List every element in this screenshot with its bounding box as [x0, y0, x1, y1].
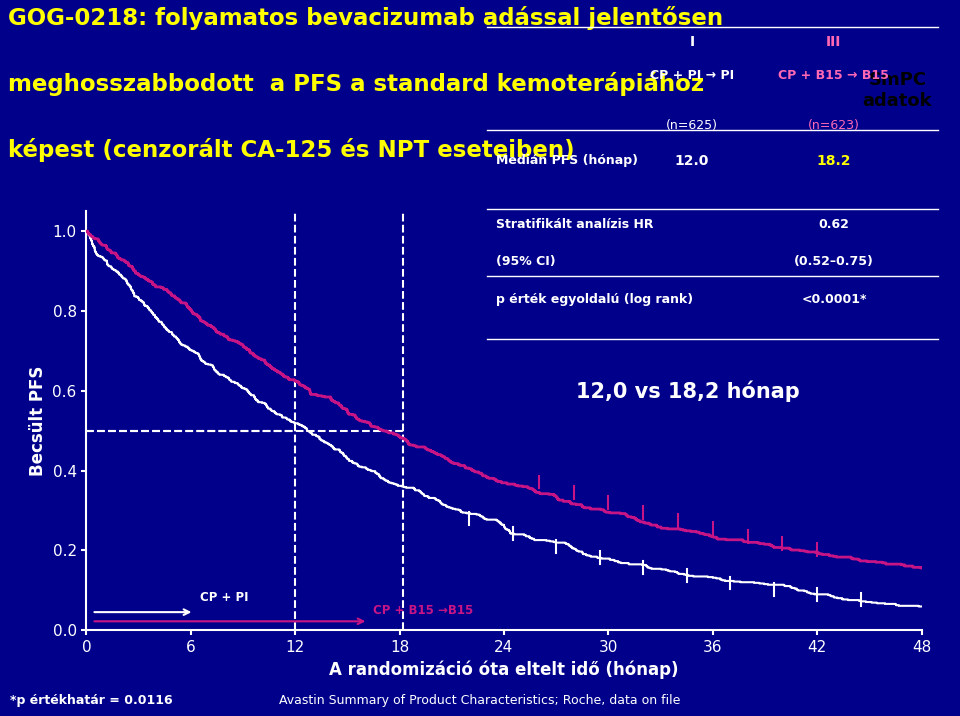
Text: 12.0: 12.0	[675, 154, 709, 168]
Text: 12,0 vs 18,2 hónap: 12,0 vs 18,2 hónap	[576, 381, 800, 402]
Text: SmPC
adatok: SmPC adatok	[862, 71, 932, 110]
Text: III: III	[827, 35, 842, 49]
Y-axis label: Becsült PFS: Becsült PFS	[29, 365, 47, 476]
Text: (95% CI): (95% CI)	[495, 255, 555, 268]
Text: *p értékhatár = 0.0116: *p értékhatár = 0.0116	[10, 695, 172, 707]
Text: (n=623): (n=623)	[808, 119, 860, 132]
Text: p érték egyoldalú (log rank): p érték egyoldalú (log rank)	[495, 293, 693, 306]
Text: Stratifikált analízis HR: Stratifikált analízis HR	[495, 218, 653, 231]
Text: Avastin Summary of Product Characteristics; Roche, data on file: Avastin Summary of Product Characteristi…	[279, 695, 681, 707]
Text: (n=625): (n=625)	[666, 119, 718, 132]
Text: CP + PI: CP + PI	[200, 591, 248, 604]
Text: CP + PI → PI: CP + PI → PI	[650, 69, 734, 82]
Text: CP + B15 → B15: CP + B15 → B15	[779, 69, 889, 82]
Text: Medián PFS (hónap): Medián PFS (hónap)	[495, 155, 637, 168]
Text: CP + B15 →B15: CP + B15 →B15	[373, 604, 473, 617]
Text: GOG-0218: folyamatos bevacizumab adással jelentősen: GOG-0218: folyamatos bevacizumab adással…	[9, 6, 723, 30]
X-axis label: A randomizáció óta eltelt idő (hónap): A randomizáció óta eltelt idő (hónap)	[329, 660, 679, 679]
Text: 0.62: 0.62	[819, 218, 850, 231]
Text: <0.0001*: <0.0001*	[802, 293, 867, 306]
Text: (0.52–0.75): (0.52–0.75)	[794, 255, 874, 268]
Text: I: I	[689, 35, 694, 49]
Text: 18.2: 18.2	[817, 154, 852, 168]
Text: meghosszabbodott  a PFS a standard kemoterápiához: meghosszabbodott a PFS a standard kemote…	[9, 72, 705, 96]
Text: képest (cenzorált CA-125 és NPT eseteiben): képest (cenzorált CA-125 és NPT eseteibe…	[9, 138, 575, 163]
